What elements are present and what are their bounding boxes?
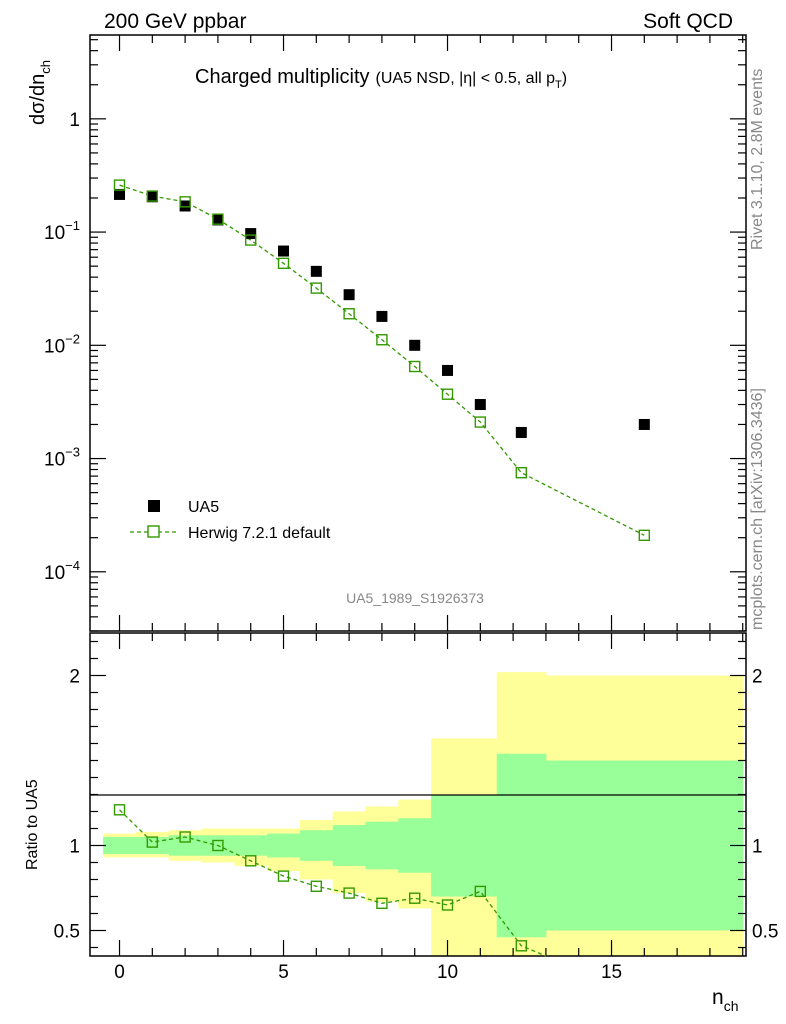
main-plot-frame — [89, 34, 747, 632]
axis-ticks: 0 5 10 15 1 10−1 10−2 10−3 10−4 0.5 0.5 1 1 2 2 — [44, 35, 778, 983]
analysis-id-watermark: UA5_1989_S1926373 — [346, 590, 484, 606]
ua5-point — [474, 399, 486, 411]
herwig-point — [310, 282, 323, 294]
plot-subtitle: (UA5 NSD, |η| < 0.5, all p — [376, 70, 556, 87]
header-process-label: Soft QCD — [643, 10, 733, 33]
y-axis-title-main: dσ/dnch — [27, 60, 53, 125]
ua5-point — [245, 228, 257, 240]
band-inner — [545, 760, 744, 931]
herwig-point — [212, 213, 224, 225]
y-tick-label: 10−2 — [44, 331, 80, 357]
herwig-point — [474, 416, 487, 428]
ratio-point — [474, 885, 487, 898]
band-inner — [234, 835, 268, 856]
ratio-point — [343, 887, 355, 899]
legend-label-ua5: UA5 — [188, 499, 219, 516]
ua5-point — [278, 245, 290, 257]
ratio-point — [245, 855, 257, 867]
herwig-point — [441, 388, 454, 400]
x-tick-label: 15 — [601, 962, 622, 983]
ratio-point — [277, 870, 290, 882]
x-tick-label: 0 — [114, 962, 125, 983]
ratio-y-tick-label: 2 — [69, 667, 80, 688]
ua5-point — [638, 418, 650, 430]
ua5-point — [343, 289, 355, 301]
ratio-y-tick-label-right: 1 — [752, 837, 763, 858]
band-inner — [135, 837, 170, 854]
y-axis-title-ratio: Ratio to UA5 — [24, 779, 41, 870]
rivet-version-label: Rivet 3.1.10, 2.8M events — [749, 69, 766, 250]
ratio-y-tick-label: 1 — [69, 837, 80, 858]
herwig-point — [409, 360, 421, 373]
band-inner — [431, 794, 498, 897]
ua5-point — [376, 310, 388, 322]
x-tick-label: 10 — [437, 962, 458, 983]
ua5-point — [179, 200, 191, 212]
ua5-point — [409, 339, 421, 351]
x-axis-title: nch — [712, 986, 738, 1014]
ua5-point — [515, 426, 527, 438]
header-energy-label: 200 GeV ppbar — [104, 10, 246, 33]
plot-title: Charged multiplicity (UA5 NSD, |η| < 0.5,… — [195, 66, 567, 91]
x-tick-label: 5 — [278, 962, 289, 983]
ratio-y-tick-label-right: 0.5 — [752, 922, 778, 943]
band-inner — [299, 830, 334, 861]
y-tick-label: 10−4 — [44, 558, 80, 584]
legend-label-herwig: Herwig 7.2.1 default — [188, 525, 331, 542]
herwig-point — [113, 179, 126, 191]
ratio-point — [310, 880, 323, 892]
plot-subtitle-suffix: ) — [562, 70, 567, 87]
mcplots-label: mcplots.cern.ch [arXiv:1306.3436] — [749, 388, 766, 630]
band-inner — [365, 821, 399, 870]
herwig-point — [277, 257, 290, 269]
main-data-layer — [113, 179, 651, 542]
ratio-point — [146, 836, 159, 848]
band-inner — [267, 833, 301, 858]
ratio-y-tick-label: 0.5 — [54, 922, 80, 943]
ratio-point — [441, 899, 454, 911]
band-inner — [332, 825, 367, 866]
ua5-point — [310, 265, 322, 277]
herwig-point — [376, 334, 388, 346]
herwig-point — [245, 234, 257, 246]
ratio-uncertainty-bands — [103, 672, 744, 956]
ratio-point — [515, 940, 528, 952]
herwig-point — [638, 529, 651, 542]
ratio-point — [376, 897, 388, 909]
ratio-point — [212, 839, 224, 852]
y-tick-label: 10−3 — [44, 445, 80, 471]
ua5-point — [146, 191, 158, 203]
band-inner — [496, 753, 547, 938]
herwig-point — [146, 190, 159, 202]
ratio-point — [113, 804, 126, 816]
herwig-point — [179, 196, 191, 208]
y-tick-label: 10−1 — [44, 218, 80, 244]
herwig-line — [119, 184, 645, 536]
ua5-point — [114, 188, 126, 200]
herwig-point — [343, 308, 355, 320]
ratio-point — [179, 831, 191, 843]
herwig-point — [515, 466, 528, 479]
ratio-point — [409, 892, 421, 904]
legend: UA5 Herwig 7.2.1 default — [130, 499, 331, 542]
band-inner — [103, 837, 137, 854]
ua5-point — [442, 364, 454, 376]
plot-subtitle-subscript: T — [555, 79, 562, 91]
band-inner — [168, 835, 203, 856]
ratio-data-layer — [113, 804, 547, 957]
band-inner — [398, 818, 432, 873]
legend-marker-ua5 — [148, 500, 160, 512]
ratio-y-tick-label-right: 2 — [752, 667, 763, 688]
ua5-point — [212, 214, 224, 226]
y-tick-label: 1 — [69, 110, 80, 131]
legend-marker-herwig — [147, 525, 160, 538]
